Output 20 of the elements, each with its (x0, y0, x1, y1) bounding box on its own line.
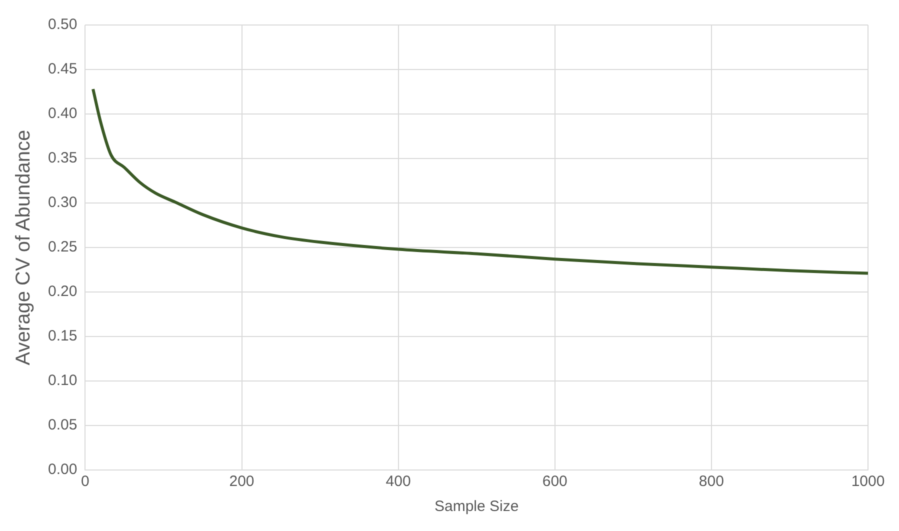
y-tick-label: 0.20 (48, 283, 78, 300)
x-tick-label: 1000 (851, 473, 885, 490)
y-tick-label: 0.45 (48, 60, 78, 78)
x-tick-label: 800 (698, 473, 724, 490)
y-tick-label: 0.25 (48, 238, 78, 256)
y-tick-label: 0.05 (48, 416, 78, 434)
x-tick-label: 600 (542, 473, 568, 490)
line-series (92, 88, 868, 275)
y-tick-label: 0.10 (48, 372, 78, 390)
x-tick-label: 0 (81, 473, 90, 490)
y-tick-label: 0.00 (48, 461, 78, 478)
y-axis-title: Average CV of Abundance (12, 130, 35, 366)
y-tick-label: 0.15 (48, 328, 78, 345)
x-tick-label: 400 (386, 473, 411, 490)
y-tick-label: 0.40 (48, 105, 78, 122)
y-tick-label: 0.35 (48, 150, 78, 167)
y-tick-label: 0.30 (48, 194, 78, 212)
x-axis-title: Sample Size (434, 498, 519, 516)
y-tick-label: 0.50 (48, 16, 78, 34)
x-tick-label: 200 (229, 473, 254, 490)
